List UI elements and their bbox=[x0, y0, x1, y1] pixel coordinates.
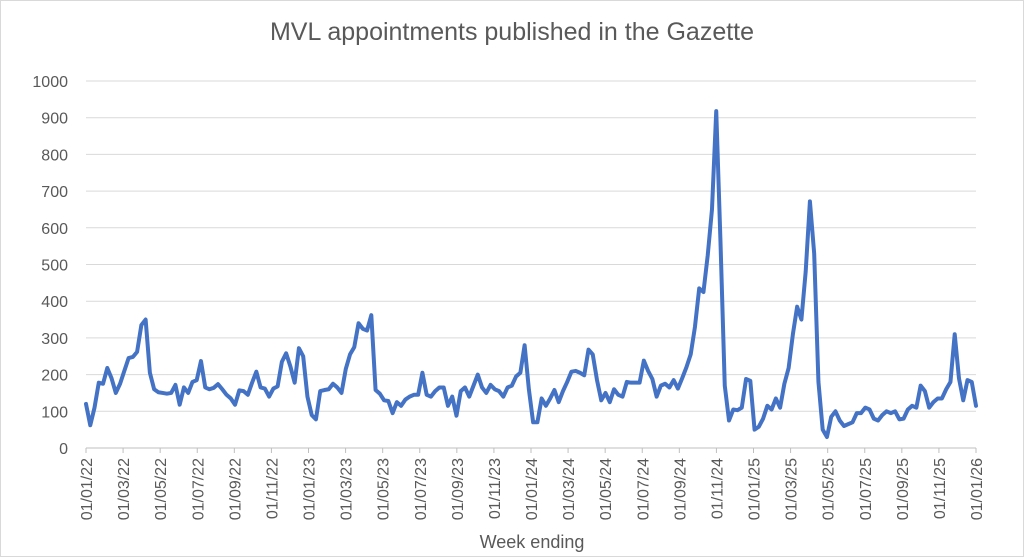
y-tick-label: 300 bbox=[41, 331, 68, 348]
x-tick-label: 01/09/25 bbox=[895, 458, 912, 520]
x-tick-label: 01/03/24 bbox=[561, 458, 578, 520]
y-tick-label: 800 bbox=[41, 147, 68, 164]
x-tick-label: 01/03/23 bbox=[339, 458, 356, 520]
x-tick-label: 01/11/23 bbox=[487, 458, 504, 519]
x-tick-label: 01/01/22 bbox=[79, 458, 96, 520]
y-tick-label: 700 bbox=[41, 184, 68, 201]
x-tick-label: 01/11/24 bbox=[709, 458, 726, 519]
y-tick-label: 500 bbox=[41, 258, 68, 275]
x-tick-label: 01/09/22 bbox=[227, 458, 244, 520]
x-tick-label: 01/05/25 bbox=[821, 458, 838, 520]
y-tick-label: 600 bbox=[41, 221, 68, 238]
x-tick-label: 01/07/25 bbox=[858, 458, 875, 520]
x-tick-label: 01/05/23 bbox=[376, 458, 393, 520]
y-tick-label: 200 bbox=[41, 368, 68, 385]
x-axis-ticks: 01/01/22 01/03/22 01/05/22 01/07/22 01/09/22… bbox=[79, 458, 986, 520]
y-tick-label: 1000 bbox=[32, 74, 68, 91]
chart-title: MVL appointments published in the Gazett… bbox=[269, 18, 755, 46]
x-axis bbox=[85, 447, 977, 453]
y-tick-label: 900 bbox=[41, 111, 68, 128]
series-layer bbox=[84, 109, 978, 439]
x-tick-label: 01/01/25 bbox=[747, 458, 764, 520]
x-tick-label: 01/07/22 bbox=[190, 458, 207, 520]
y-axis-ticks: 0 100 200 300 400 500 600 700 800 900 1000 bbox=[32, 74, 68, 458]
x-tick-label: 01/01/26 bbox=[969, 458, 986, 520]
x-tick-label: 01/01/23 bbox=[302, 458, 319, 520]
x-tick-label: 01/09/23 bbox=[450, 458, 467, 520]
x-tick-label: 01/03/22 bbox=[116, 458, 133, 520]
x-tick-label: 01/01/24 bbox=[524, 458, 541, 520]
y-tick-label: 100 bbox=[41, 404, 68, 421]
x-tick-label: 01/07/24 bbox=[635, 458, 652, 520]
x-axis-title: Week ending bbox=[480, 532, 585, 552]
series-line bbox=[84, 109, 978, 439]
y-tick-label: 400 bbox=[41, 294, 68, 311]
x-tick-label: 01/05/22 bbox=[153, 458, 170, 520]
y-tick-label: 0 bbox=[59, 441, 68, 458]
x-tick-label: 01/05/24 bbox=[598, 458, 615, 520]
x-tick-label: 01/11/25 bbox=[932, 458, 949, 519]
x-tick-label: 01/03/25 bbox=[784, 458, 801, 520]
x-tick-label: 01/11/22 bbox=[264, 458, 281, 519]
gridlines bbox=[86, 80, 976, 412]
x-tick-label: 01/07/23 bbox=[413, 458, 430, 520]
x-tick-label: 01/09/24 bbox=[672, 458, 689, 520]
